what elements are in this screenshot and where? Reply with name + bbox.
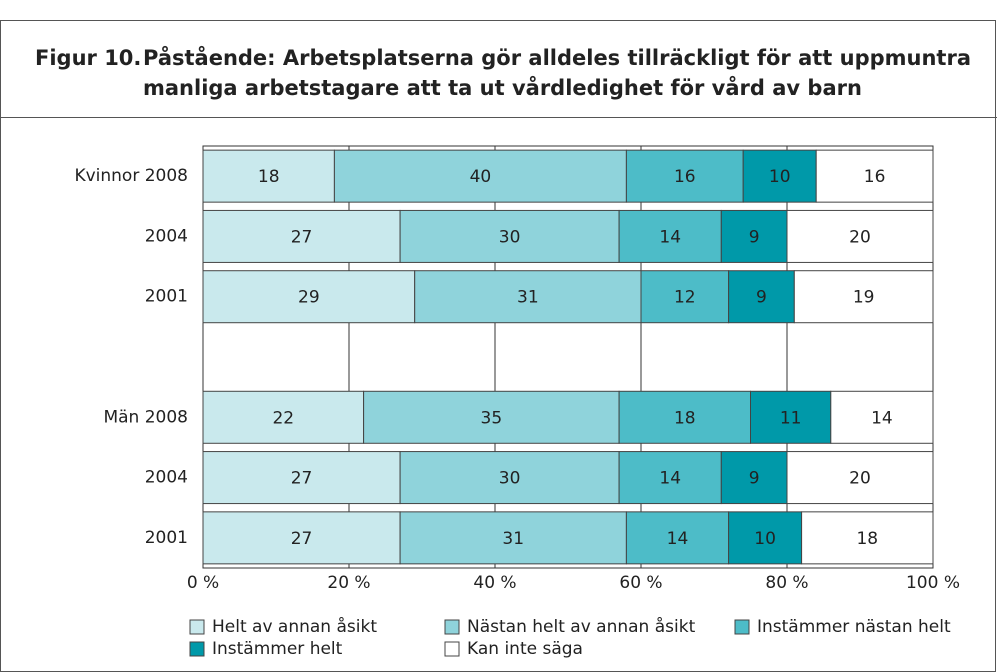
data-label: 18 — [856, 529, 878, 549]
bar-segment — [618, 390, 751, 444]
bar-segment — [786, 451, 934, 505]
data-label: 9 — [756, 288, 767, 308]
data-label: 27 — [291, 227, 313, 247]
y-tick-label: 2001 — [145, 287, 188, 307]
bar-segment — [742, 149, 817, 203]
data-label: 31 — [517, 288, 539, 308]
legend-swatch — [734, 619, 750, 635]
bar-segment — [618, 209, 722, 263]
data-label: 16 — [674, 167, 696, 187]
x-tick-label: 0 % — [187, 573, 219, 593]
bar-segment — [728, 511, 803, 565]
bar-segment — [399, 451, 620, 505]
data-label: 18 — [674, 408, 696, 428]
x-tick-label: 20 % — [327, 573, 370, 593]
bar-segment — [202, 451, 401, 505]
data-label: 14 — [871, 408, 893, 428]
bar-segment — [202, 511, 401, 565]
data-label: 12 — [674, 288, 696, 308]
legend-label: Instämmer nästan helt — [757, 617, 951, 637]
data-label: 14 — [659, 469, 681, 489]
bar-segment — [202, 149, 335, 203]
bar-segment — [720, 209, 788, 263]
bar-segment — [801, 511, 934, 565]
data-label: 31 — [502, 529, 524, 549]
data-label: 29 — [298, 288, 320, 308]
data-label: 20 — [849, 469, 871, 489]
data-label: 30 — [499, 469, 521, 489]
bar-segment — [720, 451, 788, 505]
data-label: 14 — [659, 227, 681, 247]
legend-swatch — [444, 619, 460, 635]
bar-segment — [414, 270, 642, 324]
bar-segment — [793, 270, 934, 324]
x-tick-label: 100 % — [906, 573, 960, 593]
bar-segment — [750, 390, 832, 444]
data-label: 40 — [470, 167, 492, 187]
legend-swatch — [189, 641, 205, 657]
legend-label: Kan inte säga — [467, 639, 583, 659]
legend-swatch — [189, 619, 205, 635]
plot-area — [202, 145, 934, 569]
x-tick-label: 60 % — [619, 573, 662, 593]
bar-segment — [830, 390, 934, 444]
chart-title: Påstående: Arbetsplatserna gör alldeles … — [143, 45, 971, 70]
data-label: 9 — [749, 469, 760, 489]
bar-segment — [640, 270, 730, 324]
data-label: 22 — [272, 408, 294, 428]
bar-segment — [333, 149, 627, 203]
bar-segment — [815, 149, 934, 203]
legend-label: Instämmer helt — [212, 639, 343, 659]
data-label: 16 — [864, 167, 886, 187]
x-tick-label: 40 % — [473, 573, 516, 593]
data-label: 14 — [667, 529, 689, 549]
legend-swatch — [444, 641, 460, 657]
bar-segment — [786, 209, 934, 263]
chart-title: manliga arbetstagare att ta ut vårdledig… — [143, 75, 862, 100]
bar-segment — [625, 511, 730, 565]
data-label: 27 — [291, 529, 313, 549]
data-label: 10 — [754, 529, 776, 549]
legend-label: Nästan helt av annan åsikt — [467, 616, 696, 637]
legend-label: Helt av annan åsikt — [212, 616, 377, 637]
data-label: 27 — [291, 469, 313, 489]
data-label: 9 — [749, 227, 760, 247]
bar-segment — [625, 149, 744, 203]
bar-segment — [202, 270, 416, 324]
data-label: 20 — [849, 227, 871, 247]
bar-segment — [399, 511, 627, 565]
data-label: 11 — [780, 408, 802, 428]
data-label: 18 — [258, 167, 280, 187]
data-label: 19 — [853, 288, 875, 308]
y-tick-label: Män 2008 — [103, 407, 188, 427]
bar-segment — [618, 451, 722, 505]
y-tick-label: Kvinnor 2008 — [74, 166, 188, 186]
figure-label: Figur 10. — [35, 46, 141, 70]
x-tick-label: 80 % — [765, 573, 808, 593]
data-label: 10 — [769, 167, 791, 187]
y-tick-label: 2001 — [145, 528, 188, 548]
y-tick-label: 2004 — [145, 226, 188, 246]
bar-segment — [363, 390, 620, 444]
y-tick-label: 2004 — [145, 468, 188, 488]
data-label: 30 — [499, 227, 521, 247]
data-label: 35 — [481, 408, 503, 428]
